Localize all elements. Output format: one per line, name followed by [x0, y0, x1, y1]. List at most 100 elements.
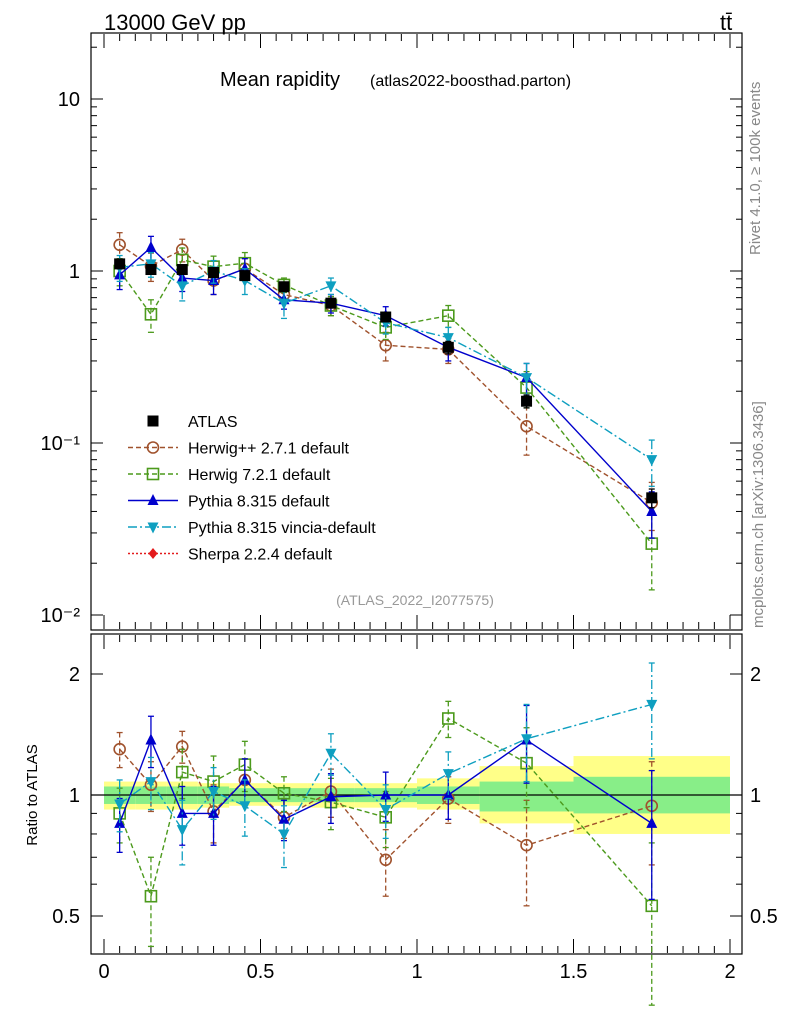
ratio-point: [278, 829, 290, 841]
x-tick-label: 1.5: [560, 961, 588, 983]
ratio-error-bar: [179, 799, 186, 866]
ratio-point: [239, 801, 251, 813]
x-tick-label: 0.5: [247, 961, 275, 983]
main-plot-frame: [90, 32, 743, 631]
x-tick-label: 1: [411, 961, 422, 983]
main-series: [113, 232, 659, 591]
ratio-point: [441, 712, 455, 725]
analysis-id: (ATLAS_2022_I2077575): [336, 592, 494, 608]
error-bar: [147, 299, 154, 333]
plot-title: Mean rapidity (atlas2022-boosthad.parton…: [220, 69, 571, 91]
legend-label: ATLAS: [188, 414, 238, 431]
data-point: [646, 455, 658, 467]
data-point: [145, 240, 157, 252]
energy-label: 13000 GeV pp: [104, 10, 246, 35]
data-point: [646, 492, 658, 504]
ratio-point: [379, 853, 393, 867]
ratio-y-tick-label: 2: [69, 664, 80, 686]
legend-marker: [146, 467, 160, 481]
ratio-point: [145, 777, 157, 789]
data-point: [646, 504, 658, 516]
data-point: [113, 238, 126, 252]
ratio-point: [380, 805, 392, 817]
mcplots-credit: mcplots.cern.ch [arXiv:1306.3436]: [750, 401, 767, 628]
ratio-ylabel: Ratio to ATLAS: [24, 744, 41, 845]
ratio-error-bar: [241, 779, 248, 837]
ratio-line: [118, 717, 653, 907]
legend-label: Pythia 8.315 vincia-default: [188, 520, 376, 537]
rivet-credit: Rivet 4.1.0, ≥ 100k events: [747, 82, 764, 255]
ratio-point: [325, 790, 337, 802]
legend-label: Herwig 7.2.1 default: [188, 467, 331, 484]
ratio-point: [645, 899, 659, 913]
data-point: [442, 341, 454, 353]
series-line: [119, 244, 653, 504]
data-point: [239, 270, 251, 282]
data-point: [145, 264, 157, 276]
data-point: [521, 373, 533, 385]
legend-entry: Pythia 8.315 default: [128, 494, 330, 511]
data-point: [176, 264, 188, 276]
legend-marker: [148, 548, 158, 559]
ratio-error-bar: [116, 731, 123, 769]
ratio-point: [144, 889, 158, 903]
ratio-error-bar: [445, 700, 452, 739]
legend-marker: [147, 415, 159, 427]
axis-ticks: [91, 34, 742, 953]
title-sub: (atlas2022-boosthad.parton): [370, 73, 571, 90]
data-point: [325, 281, 337, 293]
legend-label: Herwig++ 2.7.1 default: [188, 441, 350, 458]
ratio-point: [325, 748, 337, 760]
ratio-point: [114, 799, 126, 811]
ratio-plot-frame: [90, 633, 743, 955]
data-point: [278, 298, 290, 310]
x-tick-label: 0: [98, 961, 109, 983]
ratio-series-3: [114, 662, 658, 869]
title-main: Mean rapidity: [220, 69, 340, 91]
ratio-error-bar: [648, 769, 655, 901]
legend-entry: Herwig 7.2.1 default: [128, 467, 331, 484]
data-point: [442, 333, 454, 345]
data-point: [325, 297, 337, 309]
legend-marker: [146, 441, 160, 454]
data-point: [278, 281, 290, 293]
ratio-y-tick-label-right: 1: [750, 785, 761, 807]
legend-entry: ATLAS: [147, 414, 238, 431]
ratio-point: [521, 734, 533, 746]
ratio-point: [442, 769, 454, 781]
ratio-point: [380, 788, 392, 800]
legend-entry: Sherpa 2.2.4 default: [128, 547, 333, 564]
legend-entry: Pythia 8.315 vincia-default: [128, 520, 376, 537]
data-point: [114, 258, 126, 270]
data-point: [521, 395, 533, 407]
legend-entry: Herwig++ 2.7.1 default: [128, 441, 350, 458]
data-point: [144, 308, 158, 321]
data-point: [208, 267, 220, 279]
y-tick-label: 10: [58, 89, 80, 111]
ratio-series: [113, 662, 659, 1006]
ratio-point: [175, 765, 189, 779]
series-0: [114, 258, 658, 509]
ratio-y-tick-label-right: 2: [750, 664, 761, 686]
ratio-point: [145, 733, 157, 745]
ratio-point: [208, 787, 220, 799]
data-point: [520, 420, 533, 433]
data-point: [176, 281, 188, 293]
data-point: [441, 309, 455, 322]
y-tick-label: 10⁻¹: [41, 433, 81, 455]
ratio-point: [176, 825, 188, 837]
ratio-point: [646, 699, 658, 711]
ratio-point: [277, 786, 291, 800]
ratio-point: [239, 773, 251, 785]
ratio-point: [646, 816, 658, 828]
y-tick-label: 10⁻²: [41, 605, 81, 627]
legend-label: Sherpa 2.2.4 default: [188, 547, 333, 564]
ratio-point: [520, 838, 533, 852]
data-point: [380, 311, 392, 323]
legend: ATLAS Herwig++ 2.7.1 default Herwig 7.2.1 …: [128, 414, 376, 564]
ratio-error-bar: [382, 784, 389, 840]
legend-marker: [147, 522, 159, 534]
process-label: tt̄: [720, 10, 732, 35]
ratio-y-tick-label-right: 0.5: [750, 906, 778, 928]
